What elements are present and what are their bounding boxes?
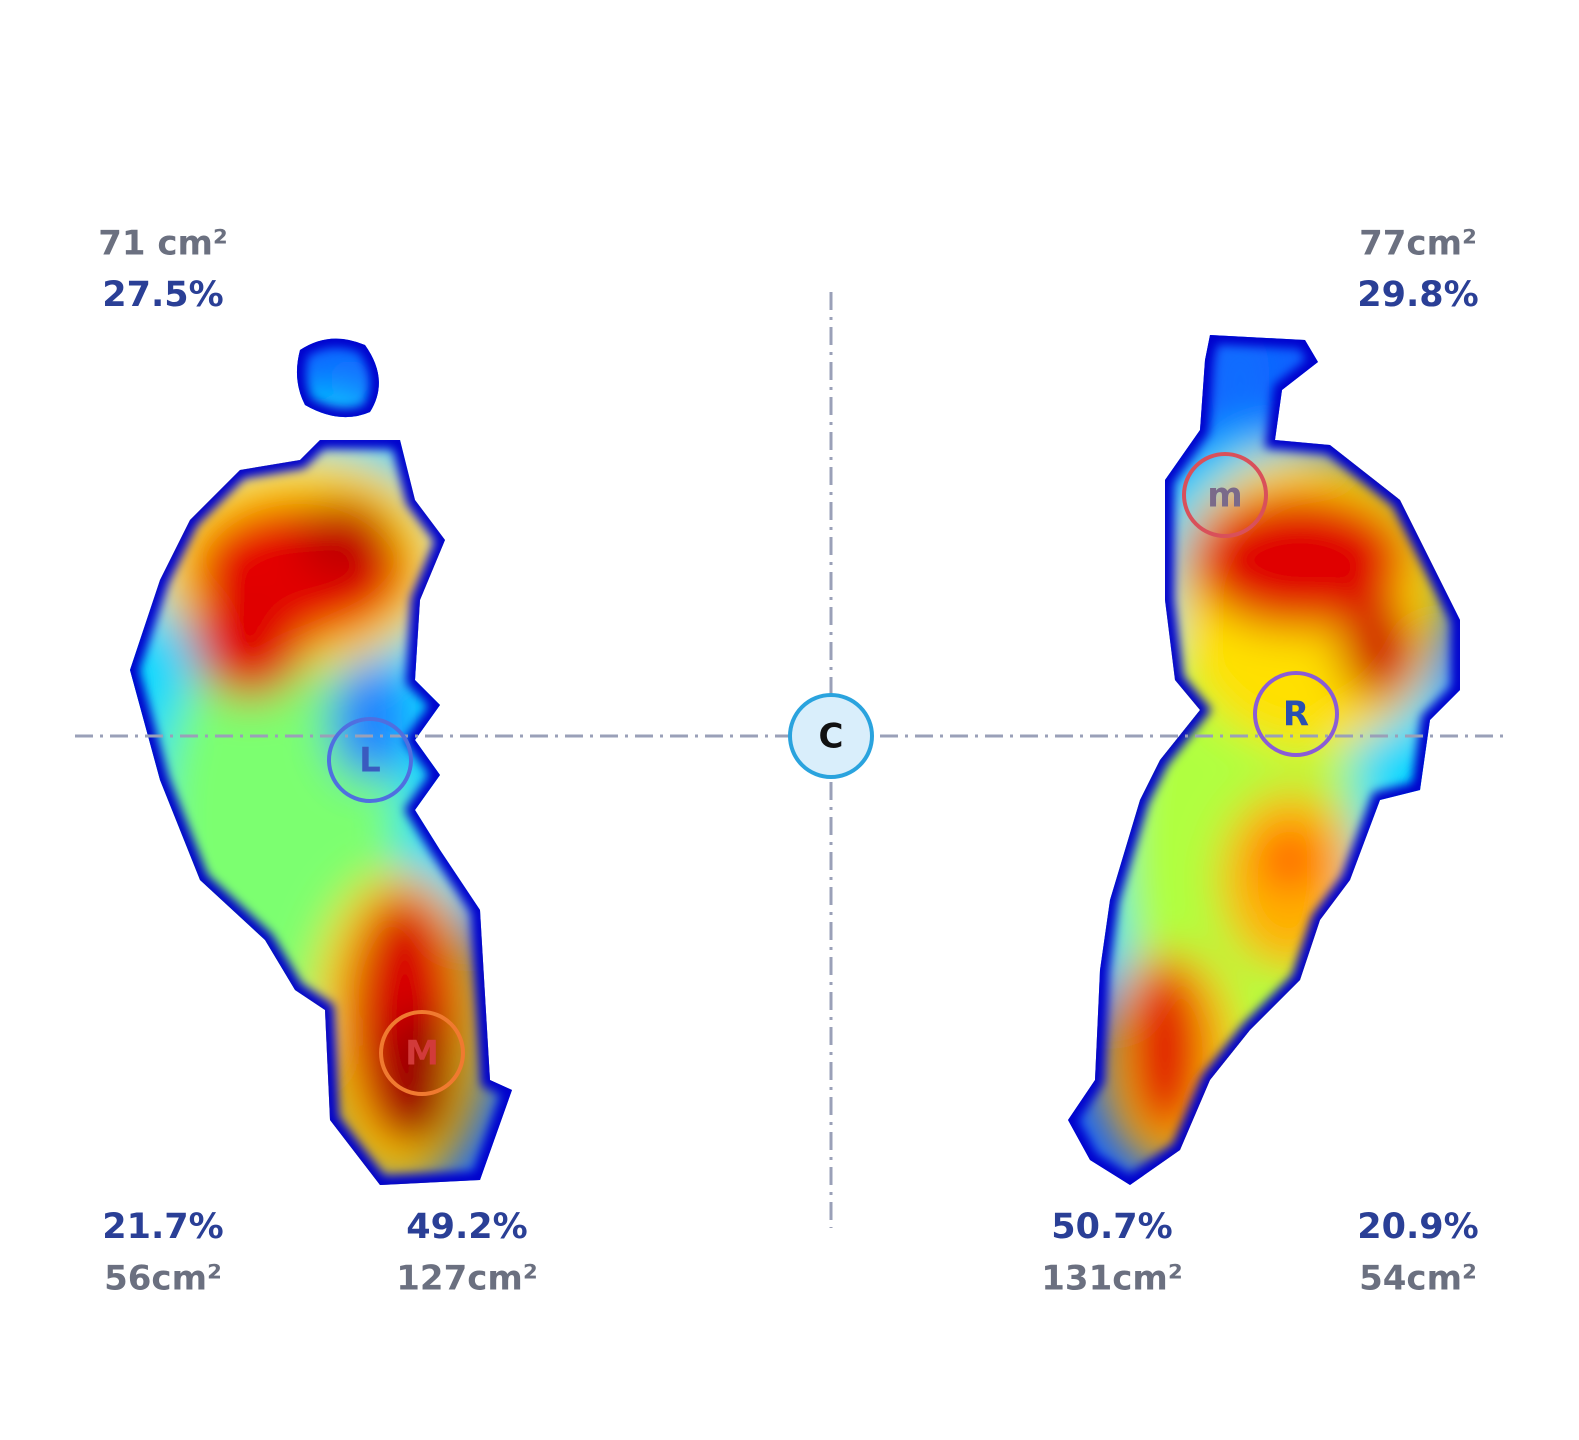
pressure-blobs [130,355,512,1186]
pressure-zone [1210,335,1270,440]
marker-label: L [359,741,381,781]
percent-value: 49.2% [406,1207,527,1247]
center-marker [788,693,874,779]
area-value: 127cm² [396,1259,537,1299]
pressure-zone [325,355,375,405]
pressure-zone [1260,830,1320,890]
pressure-blobs [1068,335,1460,1170]
area-value: 131cm² [1041,1259,1182,1299]
area-value: 77cm² [1359,224,1477,264]
marker-ring [379,1010,465,1096]
percent-value: 50.7% [1051,1207,1172,1247]
center-label: C [819,717,844,757]
percent-value: 21.7% [102,1207,223,1247]
marker-label: M [405,1034,439,1074]
marker-ring [327,717,413,803]
marker-label: m [1207,476,1242,516]
marker-label: R [1283,695,1309,735]
area-value: 71 cm² [98,224,228,264]
area-value: 56cm² [104,1259,222,1299]
pressure-zone [1340,600,1420,700]
percent-value: 29.8% [1357,275,1478,315]
pressure-zone [380,1010,460,1150]
pressure-zone [190,560,310,700]
marker-ring [1182,452,1268,538]
pressure-zone [1190,490,1410,630]
area-value: 54cm² [1359,1259,1477,1299]
percent-value: 20.9% [1357,1207,1478,1247]
marker-ring [1253,671,1339,757]
pressure-zone [1125,960,1205,1140]
pressure-zone [295,495,395,585]
percent-value: 27.5% [102,275,223,315]
